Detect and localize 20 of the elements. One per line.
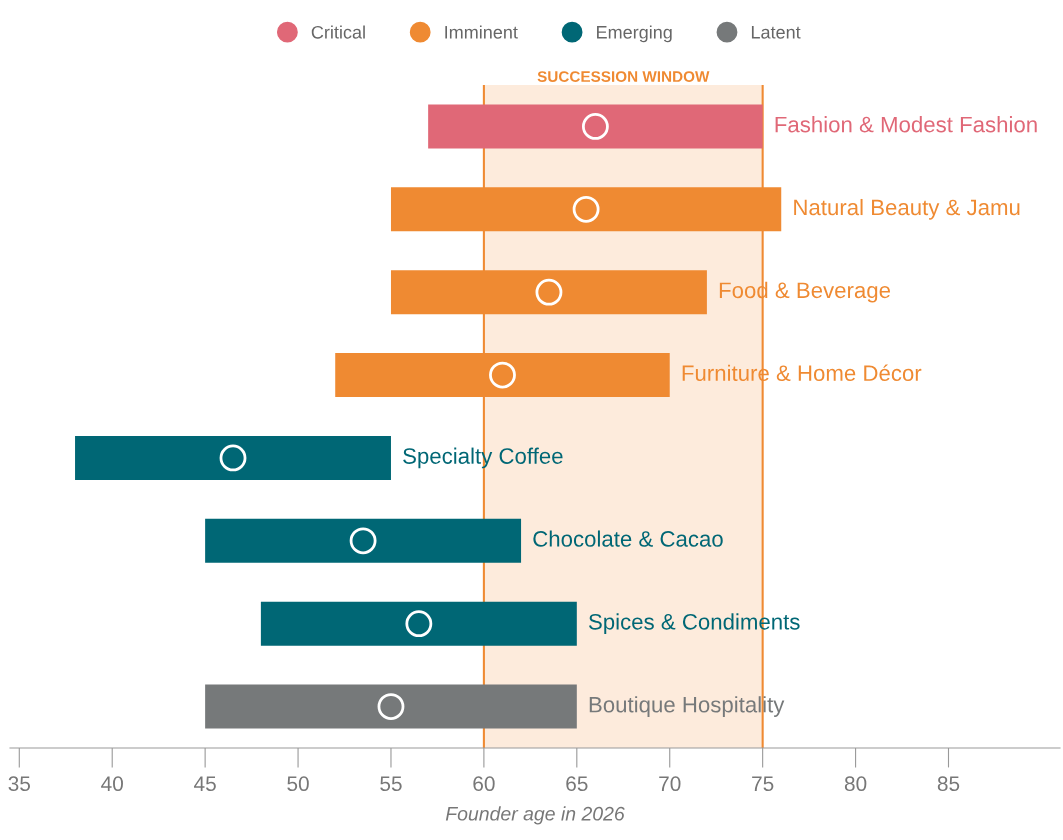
x-tick-label: 45 xyxy=(194,776,216,792)
y-tick-label: Fashion & Modest Fashion xyxy=(775,116,1037,133)
x-tick-label: 65 xyxy=(566,776,588,792)
x-tick-label: 85 xyxy=(937,776,960,792)
x-tick-label: 80 xyxy=(844,776,867,792)
x-tick-label: 55 xyxy=(380,776,402,792)
y-tick-label: Chocolate & Cacao xyxy=(533,530,723,547)
legend-label: Emerging xyxy=(597,25,672,43)
legend-label: Critical xyxy=(311,25,365,39)
x-tick-label: 40 xyxy=(101,776,123,792)
x-tick-label: 60 xyxy=(473,776,495,792)
x-axis-title: Founder age in 2026 xyxy=(445,806,625,825)
y-tick-label: Natural Beauty & Jamu xyxy=(794,198,1020,220)
band-label: SUCCESSION WINDOW xyxy=(537,71,710,82)
x-tick-label: 50 xyxy=(287,776,309,792)
x-tick-label: 75 xyxy=(752,776,774,792)
legend-label: Imminent xyxy=(445,25,518,39)
legend-label: Latent xyxy=(751,26,801,39)
x-tick-label: 35 xyxy=(8,776,31,792)
x-tick-label: 70 xyxy=(659,776,681,792)
